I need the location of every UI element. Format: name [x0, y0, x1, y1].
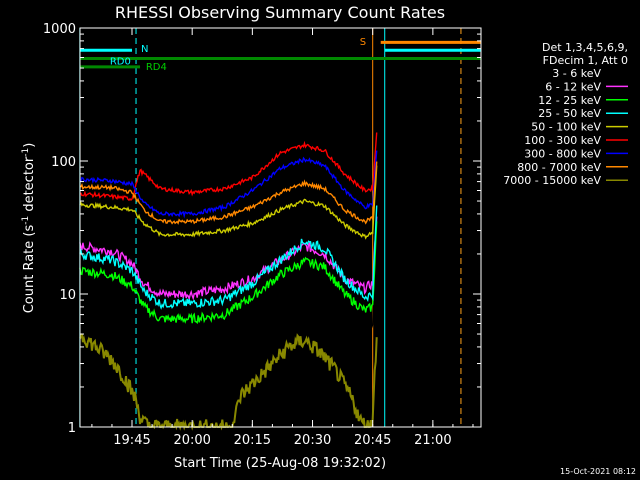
y-tick-label-1: 10: [59, 288, 76, 303]
footer-timestamp: 15-Oct-2021 08:12: [560, 467, 636, 476]
chart-title: RHESSI Observing Summary Count Rates: [115, 3, 445, 22]
series-line-6: [79, 150, 378, 219]
y-axis: 1 10 100 1000: [43, 22, 481, 436]
legend: Det 1,3,4,5,6,9, FDecim 1, Att 0 3 - 6 k…: [503, 41, 628, 187]
y-axis-label: Count Rate (s-1 detector-1): [21, 143, 37, 314]
n-flag-label: N: [141, 44, 148, 55]
series-line-7: [79, 161, 378, 225]
plot-frame: [79, 27, 482, 428]
legend-label-6: 300 - 800 keV: [524, 147, 601, 160]
s-flag-label: S: [360, 37, 366, 48]
legend-label-4: 50 - 100 keV: [531, 121, 601, 134]
legend-label-5: 100 - 300 keV: [524, 134, 601, 147]
series-line-0: [79, 230, 378, 348]
y-tick-label-3: 1000: [43, 22, 76, 37]
x-tick-label-5: 21:00: [414, 433, 451, 448]
plot-area: RD0 RD4 N S: [79, 28, 481, 431]
series-line-2: [79, 221, 378, 325]
rd0-label: RD0: [110, 56, 131, 67]
series-line-4: [79, 165, 378, 240]
series-line-5: [79, 132, 378, 202]
x-tick-label-0: 19:45: [113, 433, 150, 448]
y-tick-label-2: 100: [51, 155, 76, 170]
x-tick-label-4: 20:45: [354, 433, 391, 448]
legend-label-2: 12 - 25 keV: [538, 94, 601, 107]
legend-header-1: Det 1,3,4,5,6,9,: [542, 41, 628, 54]
legend-header-2: FDecim 1, Att 0: [543, 54, 628, 67]
x-axis-label: Start Time (25-Aug-08 19:32:02): [174, 456, 386, 471]
x-tick-label-2: 20:15: [234, 433, 271, 448]
series-line-1: [79, 216, 378, 302]
x-tick-label-1: 20:00: [173, 433, 210, 448]
rd4-label: RD4: [146, 62, 167, 73]
series-line-3: [79, 205, 378, 310]
legend-label-7: 800 - 7000 keV: [517, 161, 601, 174]
legend-label-0: 3 - 6 keV: [552, 67, 601, 80]
x-axis: 19:45 20:00 20:15 20:30 20:45 21:00: [91, 28, 474, 448]
legend-label-3: 25 - 50 keV: [538, 107, 601, 120]
legend-label-1: 6 - 12 keV: [545, 80, 601, 93]
y-tick-label-0: 1: [68, 421, 76, 436]
x-tick-label-3: 20:30: [294, 433, 331, 448]
legend-label-8: 7000 - 15000 keV: [503, 174, 601, 187]
